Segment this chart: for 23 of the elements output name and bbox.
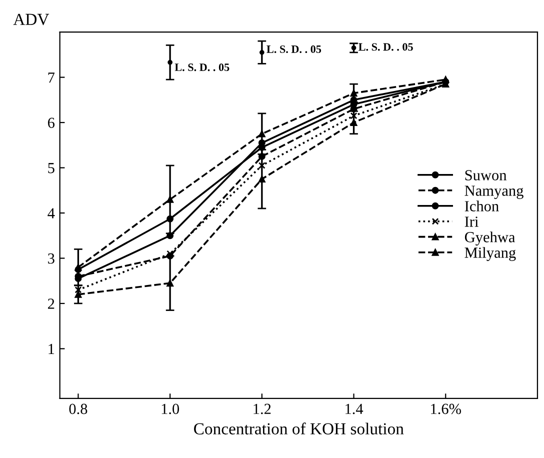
y-tick-label: 5 (48, 163, 54, 174)
legend-label: Gyehwa (464, 232, 516, 246)
y-tick-label: 6 (48, 118, 55, 128)
y-tick-label: 3 (48, 253, 54, 264)
y-tick-label: 4 (48, 208, 55, 218)
legend-label: Iri (464, 216, 478, 227)
x-tick-label: 1.2 (254, 404, 271, 414)
y-tick-label: 7 (48, 72, 55, 83)
y-tick-label: 1 (48, 344, 54, 354)
x-tick-label: 1.4 (346, 404, 364, 414)
annotation: L. S. D. . 05 (266, 45, 322, 53)
x-tick-label: 0.8 (69, 404, 88, 414)
x-tick-label: 1.6% (431, 404, 462, 414)
legend-label: Namyang (464, 186, 524, 199)
y-axis-title: ADV (13, 14, 50, 26)
legend-label: Milyang (464, 247, 516, 261)
annotation: L. S. D. . 05 (174, 64, 230, 72)
annotation: L. S. D. . 05 (358, 43, 413, 51)
legend-label: Suwon (465, 170, 507, 180)
y-tick-label: 2 (48, 298, 54, 309)
x-axis-title: Concentration of KOH solution (194, 422, 404, 434)
legend-label: Ichon (464, 200, 499, 212)
x-tick-label: 1.0 (162, 404, 180, 414)
